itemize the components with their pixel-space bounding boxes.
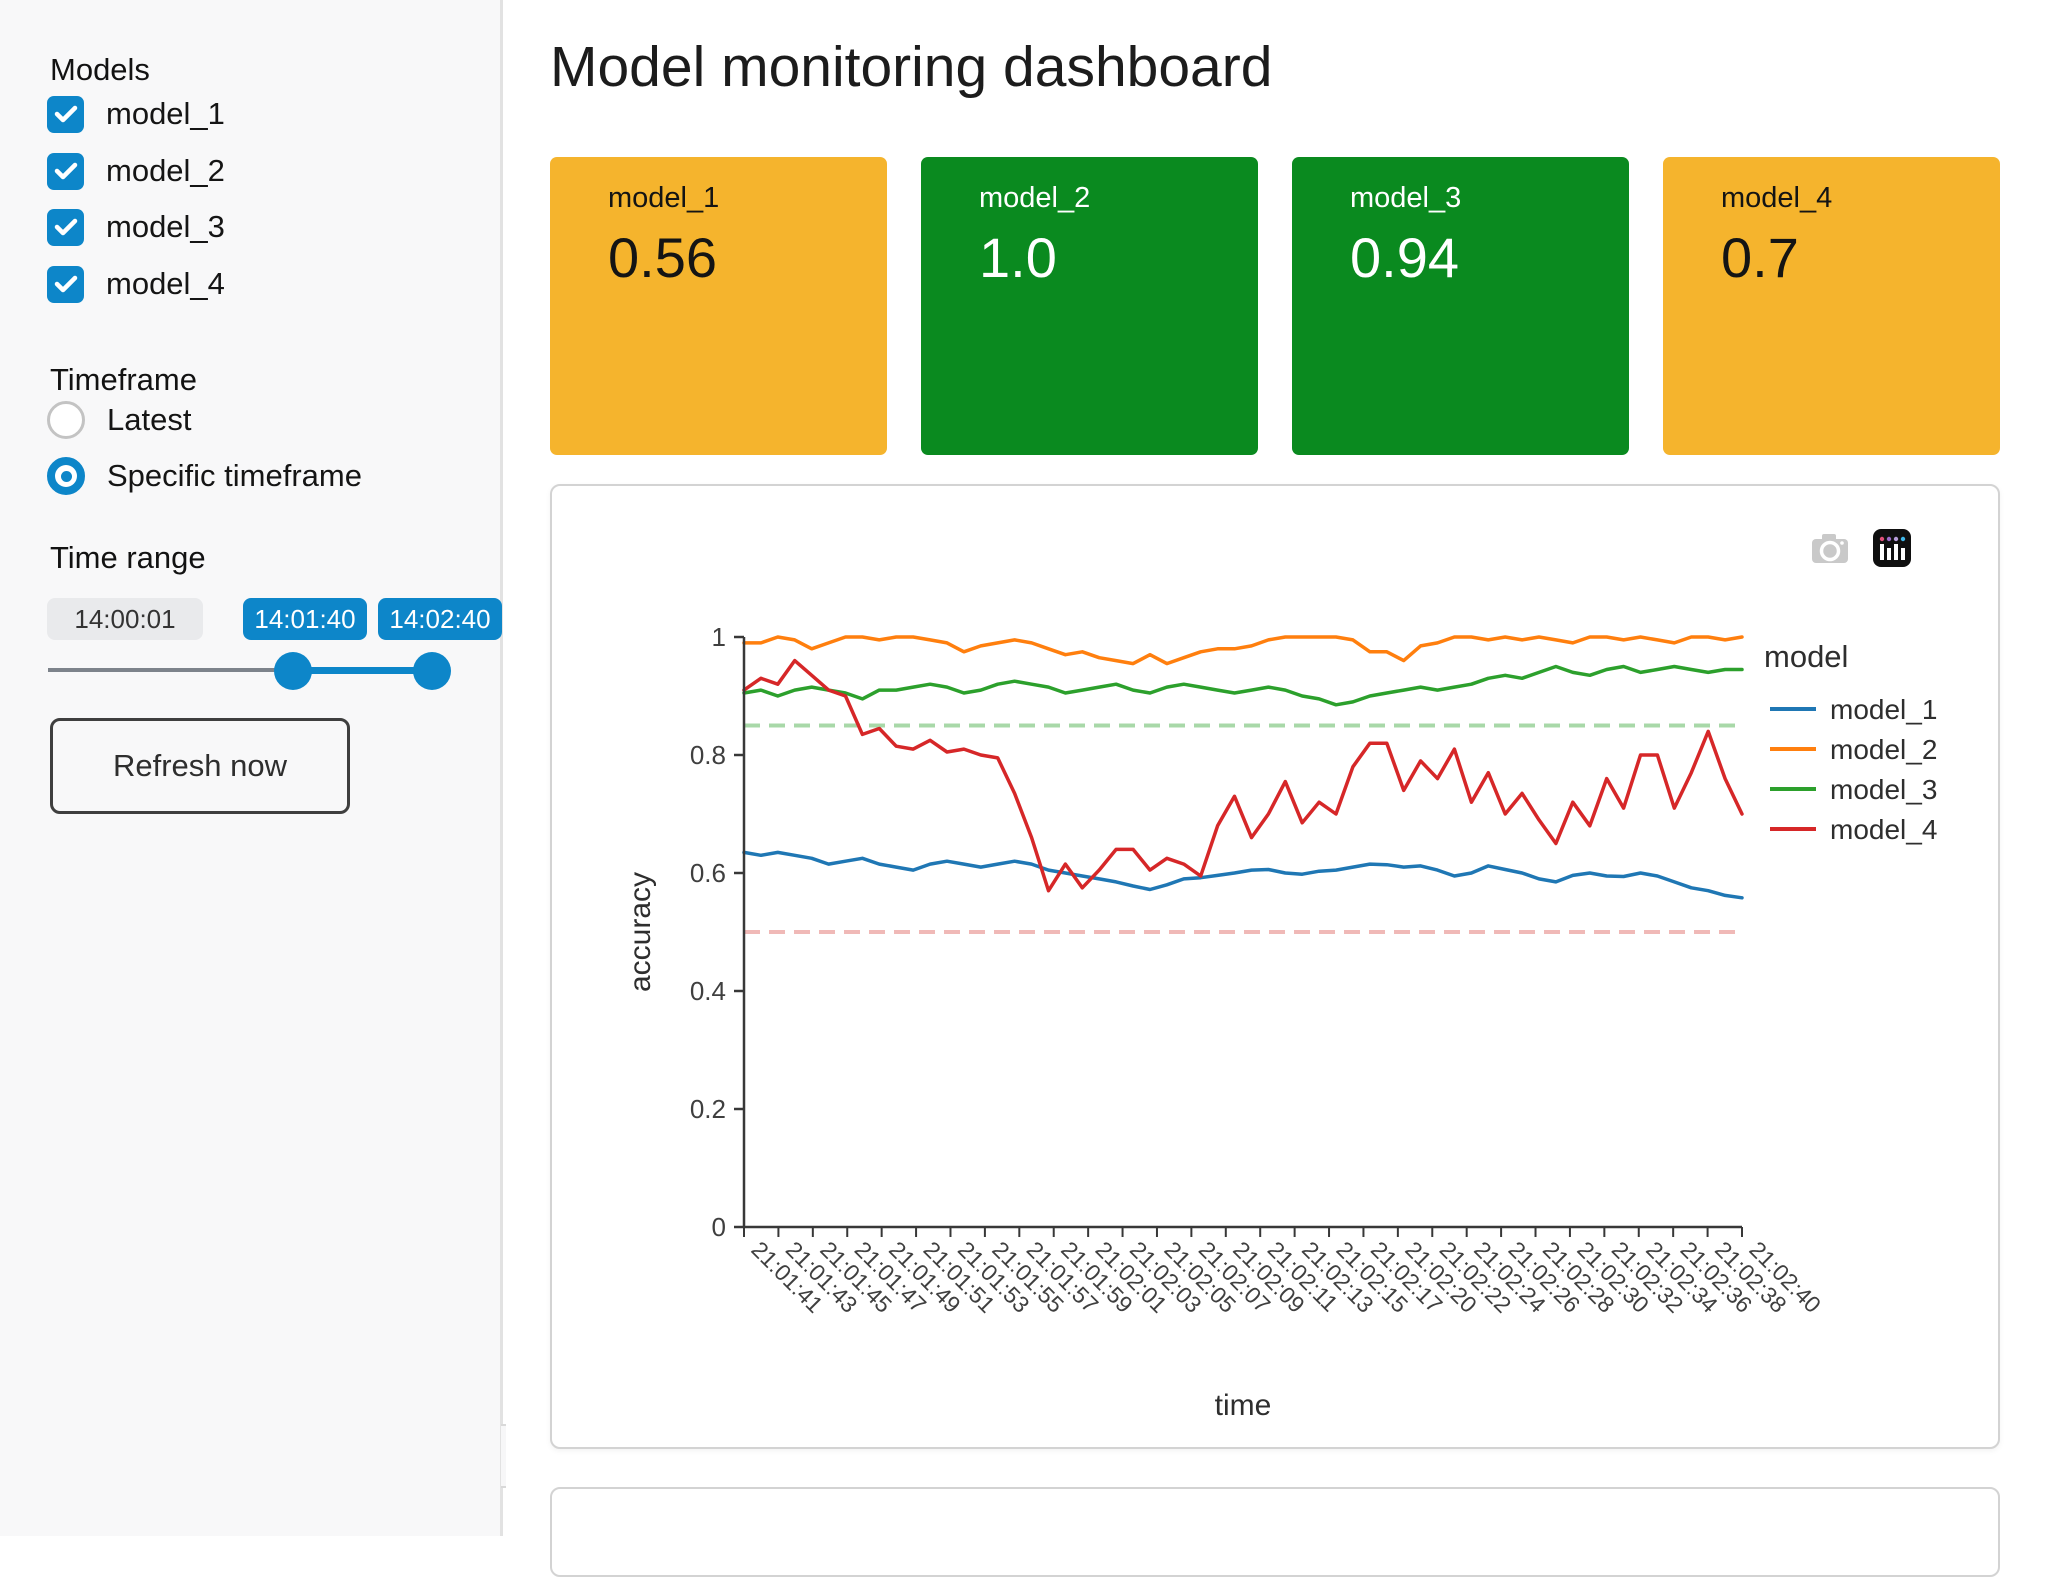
radio-label: Specific timeframe: [107, 458, 362, 493]
refresh-now-button[interactable]: Refresh now: [50, 718, 350, 814]
slider-min-label: 14:00:01: [47, 598, 203, 640]
checkbox-label: model_4: [106, 266, 225, 301]
metric-card-model-3: model_3 0.94: [1292, 157, 1629, 455]
page-title: Model monitoring dashboard: [550, 35, 1273, 99]
metric-card-model-1: model_1 0.56: [550, 157, 887, 455]
radio-specific-timeframe[interactable]: Specific timeframe: [47, 456, 362, 496]
checkbox-checked-icon[interactable]: [47, 152, 84, 190]
series-line-model_3[interactable]: [742, 664, 1744, 707]
series-line-model_2[interactable]: [742, 635, 1744, 666]
metric-card-model-2: model_2 1.0: [921, 157, 1258, 455]
models-heading: Models: [50, 52, 150, 87]
download-plot-camera-icon[interactable]: [1808, 526, 1852, 570]
series-line-model_4[interactable]: [742, 658, 1744, 893]
y-tick-label: 0.8: [690, 740, 726, 770]
metric-label: model_2: [979, 182, 1091, 214]
metric-value: 0.94: [1350, 226, 1459, 289]
radio-latest[interactable]: Latest: [47, 400, 191, 440]
metric-label: model_3: [1350, 182, 1462, 214]
metric-value: 1.0: [979, 226, 1057, 289]
slider-handle-start[interactable]: [274, 652, 312, 690]
y-tick-label: 0.2: [690, 1094, 726, 1124]
y-tick-label: 1: [712, 622, 726, 652]
radio-label: Latest: [107, 402, 192, 437]
checkbox-model-3[interactable]: model_3: [47, 208, 225, 246]
plotly-modebar: [1808, 526, 1914, 570]
slider-selected-range[interactable]: [293, 667, 432, 674]
y-tick-label: 0.4: [690, 976, 726, 1006]
metric-card-model-4: model_4 0.7: [1663, 157, 2000, 455]
series-line-model_1[interactable]: [742, 850, 1744, 900]
checkbox-label: model_3: [106, 209, 225, 244]
plotly-logo-icon[interactable]: [1870, 526, 1914, 570]
slider-track[interactable]: [48, 668, 293, 672]
checkbox-model-1[interactable]: model_1: [47, 95, 225, 133]
next-panel-top-edge: [550, 1487, 2000, 1577]
checkbox-label: model_2: [106, 153, 225, 188]
legend-label-model_2[interactable]: model_2: [1830, 734, 1937, 765]
metric-label: model_1: [608, 182, 720, 214]
checkbox-checked-icon[interactable]: [47, 95, 84, 133]
checkbox-label: model_1: [106, 96, 225, 131]
metric-cards-row: model_1 0.56 model_2 1.0 model_3 0.94 mo…: [550, 157, 2000, 455]
metric-value: 0.7: [1721, 226, 1799, 289]
checkbox-checked-icon[interactable]: [47, 265, 84, 303]
time-range-heading: Time range: [50, 540, 206, 575]
accuracy-chart-panel: 0 0.2 0.4 0.6 0.8 1 21:01:41 21:01:43 21:01:45 21…: [550, 484, 2000, 1449]
slider-end-value-bubble: 14:02:40: [378, 598, 502, 640]
slider-start-value-bubble: 14:01:40: [243, 598, 367, 640]
y-axis-title: accuracy: [624, 872, 657, 992]
accuracy-line-chart[interactable]: 00.20.40.60.8121:01:4121:01:4321:01:4521…: [552, 486, 2002, 1451]
checkbox-checked-icon[interactable]: [47, 208, 84, 246]
metric-label: model_4: [1721, 182, 1833, 214]
y-tick-label: 0: [712, 1212, 726, 1242]
legend-label-model_3[interactable]: model_3: [1830, 774, 1937, 805]
slider-handle-end[interactable]: [413, 652, 451, 690]
sidebar: Models model_1 model_2 model_3 model_4 T…: [0, 0, 503, 1536]
legend-title: model: [1764, 639, 1848, 674]
y-tick-label: 0.6: [690, 858, 726, 888]
metric-value: 0.56: [608, 226, 717, 289]
radio-icon[interactable]: [47, 457, 85, 495]
main-content: Model monitoring dashboard model_1 0.56 …: [506, 0, 2048, 1577]
checkbox-model-4[interactable]: model_4: [47, 265, 225, 303]
x-axis-title: time: [1215, 1389, 1272, 1422]
legend-label-model_1[interactable]: model_1: [1830, 694, 1937, 725]
checkbox-model-2[interactable]: model_2: [47, 152, 225, 190]
timeframe-heading: Timeframe: [50, 362, 197, 397]
radio-icon[interactable]: [47, 401, 85, 439]
legend-label-model_4[interactable]: model_4: [1830, 814, 1937, 845]
